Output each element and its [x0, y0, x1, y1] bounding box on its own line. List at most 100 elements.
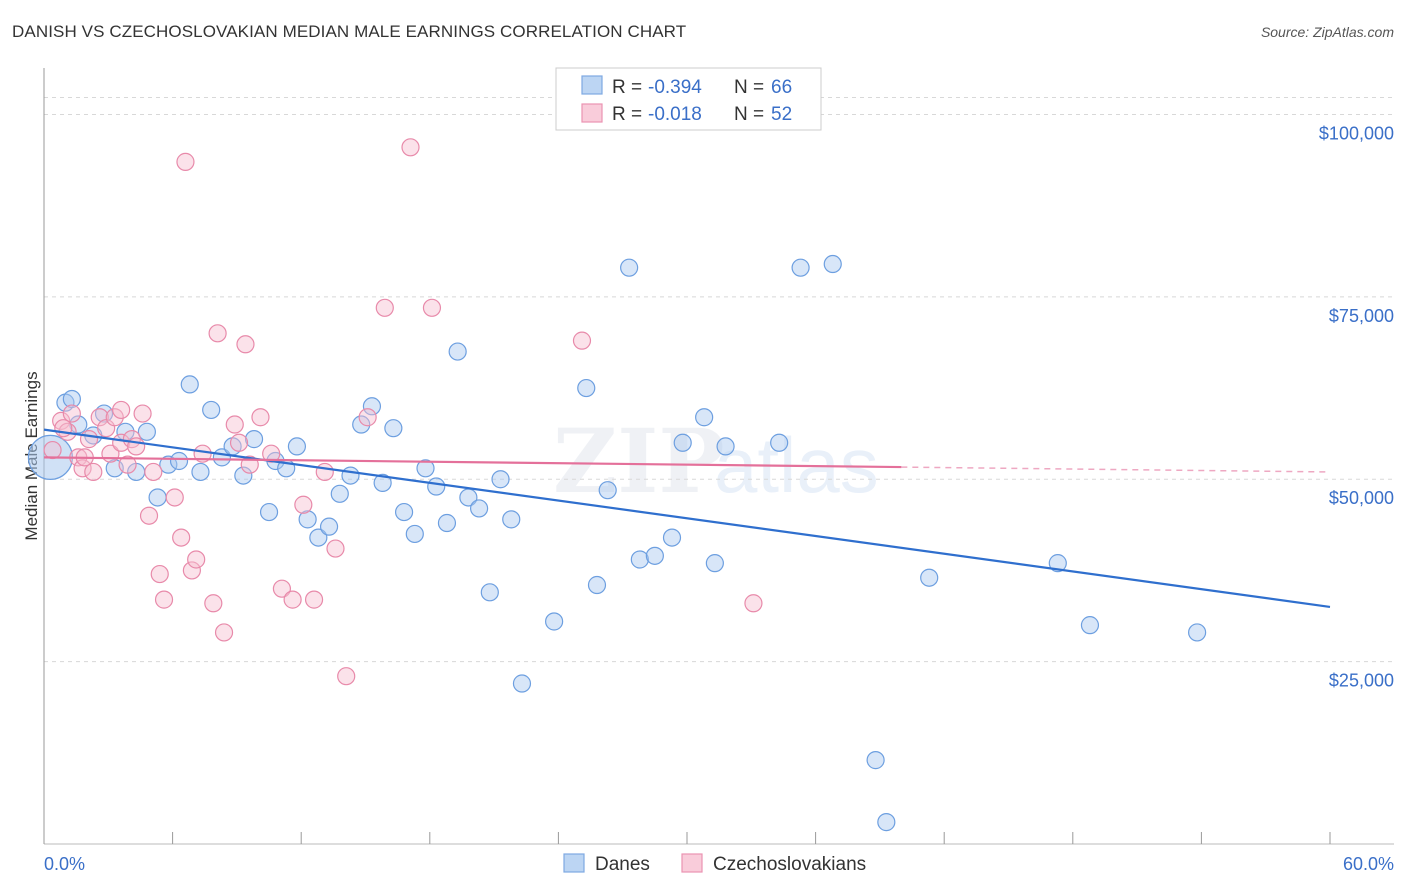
czech-point-23 — [182, 561, 201, 580]
danes-point-44 — [512, 674, 532, 693]
y-tick-labels: $25,000 $50,000 $75,000 $100,000 — [1319, 123, 1394, 690]
czech-point-1 — [52, 411, 71, 430]
danes-point-42 — [491, 470, 510, 489]
legend-r-label-czech: R = — [612, 104, 642, 125]
czech-point-36 — [294, 495, 313, 514]
x-tick-label-max: 60.0% — [1343, 854, 1394, 874]
danes-point-9 — [137, 422, 156, 441]
czech-point-46 — [744, 594, 763, 613]
czech-point-21 — [165, 488, 184, 507]
danes-point-59 — [823, 254, 842, 274]
czech-point-18 — [144, 462, 163, 482]
danes-point-13 — [180, 375, 199, 394]
czech-point-29 — [225, 415, 244, 434]
danes-point-64 — [1080, 616, 1100, 635]
czech-point-22 — [172, 528, 191, 547]
legend-n-label-czech: N = — [734, 104, 764, 125]
danes-point-27 — [330, 484, 349, 503]
y-tick-label-2: $75,000 — [1329, 306, 1394, 326]
czech-point-24 — [187, 550, 206, 569]
watermark-zip: ZIP — [553, 409, 725, 513]
danes-point-62 — [920, 568, 939, 587]
czech-point-44 — [422, 298, 442, 317]
danes-point-38 — [448, 342, 467, 361]
danes-point-54 — [695, 408, 714, 427]
y-tick-label-1: $50,000 — [1329, 488, 1394, 508]
danes-point-45 — [545, 612, 564, 631]
czech-point-16 — [133, 404, 152, 423]
danes-point-46 — [577, 378, 596, 398]
danes-point-56 — [716, 437, 735, 456]
danes-point-24 — [298, 510, 317, 529]
czech-point-33 — [262, 444, 281, 463]
y-tick-label-3: $100,000 — [1319, 123, 1394, 143]
danes-point-61 — [877, 813, 896, 832]
danes-point-26 — [319, 517, 339, 536]
danes-point-65 — [1188, 623, 1207, 642]
danes-point-40 — [469, 499, 489, 518]
danes-point-47 — [587, 575, 607, 595]
danes-point-31 — [373, 473, 392, 492]
czech-point-8 — [90, 408, 109, 427]
danes-point-41 — [480, 583, 499, 602]
czech-point-5 — [73, 459, 92, 478]
source-credit: Source: ZipAtlas.com — [1260, 24, 1394, 40]
czech-point-27 — [208, 324, 227, 343]
trend-lines — [43, 428, 1331, 608]
danes-point-3 — [69, 415, 88, 434]
czech-point-6 — [79, 430, 99, 449]
czech-point-47 — [176, 152, 195, 171]
danes-point-14 — [191, 462, 210, 482]
danes-point-12 — [169, 451, 189, 471]
danes-point-37 — [437, 513, 457, 533]
czech-point-26 — [204, 594, 223, 613]
danes-point-43 — [502, 510, 521, 529]
czech-point-37 — [304, 590, 324, 609]
legend-r-value-czech: -0.018 — [648, 104, 702, 125]
czech-point-31 — [236, 335, 255, 354]
czech-point-35 — [283, 590, 302, 609]
danes-point-33 — [394, 502, 414, 522]
czech-point-7 — [84, 462, 103, 482]
danes-point-35 — [416, 459, 435, 478]
czech-point-41 — [358, 408, 377, 427]
danes-point-49 — [620, 258, 639, 277]
danes-point-15 — [202, 400, 221, 420]
danes-point-19 — [244, 430, 264, 449]
czech-point-0 — [43, 440, 62, 460]
czech-point-39 — [326, 539, 345, 558]
czech-point-42 — [375, 298, 394, 317]
czech-trend-line — [43, 456, 902, 469]
danes-point-28 — [341, 466, 360, 485]
czech-point-19 — [150, 564, 169, 584]
danes-point-48 — [598, 481, 617, 500]
czech-point-12 — [112, 433, 131, 452]
legend-r-value-danes: -0.394 — [648, 77, 702, 98]
czech-point-34 — [272, 579, 292, 598]
danes-point-2 — [62, 389, 81, 409]
bottom-legend-swatch-czech — [681, 853, 703, 873]
legend-n-label-danes: N = — [734, 77, 764, 98]
danes-point-10 — [148, 488, 167, 507]
danes-point-60 — [866, 751, 885, 770]
watermark: ZIP atlas — [553, 409, 879, 513]
czech-point-20 — [154, 590, 174, 609]
y-tick-label-0: $25,000 — [1329, 671, 1394, 691]
czech-point-38 — [315, 462, 334, 482]
danes-point-34 — [405, 524, 424, 544]
bottom-legend-label-czech: Czechoslovakians — [713, 854, 866, 875]
danes-point-52 — [662, 528, 682, 547]
legend-n-value-danes: 66 — [771, 77, 792, 98]
danes-point-32 — [384, 419, 403, 438]
bottom-legend-swatch-danes — [563, 853, 585, 873]
gridlines — [44, 96, 1394, 663]
czech-point-43 — [401, 138, 420, 157]
series-legend: Danes Czechoslovakians — [563, 853, 866, 875]
x-tick-label-min: 0.0% — [44, 854, 85, 874]
danes-point-57 — [770, 433, 789, 452]
danes-point-36 — [427, 477, 446, 496]
czech-point-48 — [112, 400, 131, 420]
danes-point-20 — [259, 502, 279, 522]
danes-point-63 — [1048, 554, 1067, 573]
